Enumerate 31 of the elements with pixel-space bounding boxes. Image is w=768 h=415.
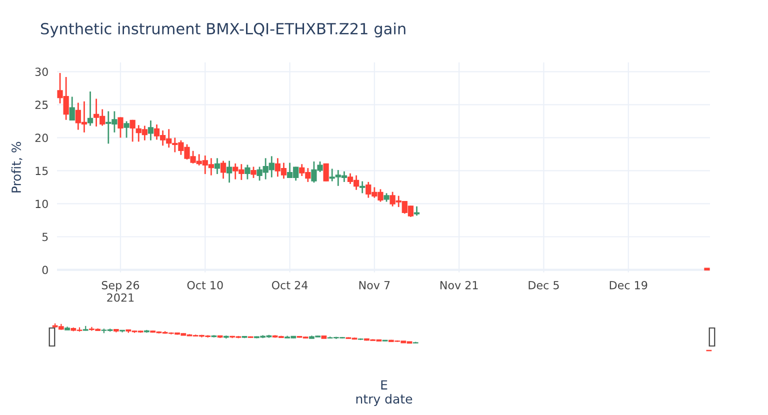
text: E ntry date (356, 380, 412, 406)
candlestick (323, 162, 329, 182)
candlestick (250, 166, 256, 179)
y-tick-label: 30 (35, 68, 48, 76)
candlestick (226, 160, 232, 184)
candlestick (130, 119, 136, 142)
x-tick-label: Oct 24 (272, 280, 308, 290)
candlestick (214, 157, 220, 175)
y-tick-label: 25 (35, 100, 48, 110)
x-tick-label: Dec 19 (610, 280, 648, 290)
candlestick (87, 90, 94, 127)
x-tick-label: Oct 10 (187, 280, 223, 290)
x-tick-label: Nov 7 (359, 281, 390, 290)
x-tick-label: Sep 26 2021 (102, 280, 140, 302)
y-tick-label: 20 (35, 134, 48, 142)
candlestick (148, 120, 154, 142)
candlestick (118, 116, 124, 138)
chart-title: Synthetic instrument BMX-LQI-ETHXBT.Z21 gain (41, 22, 406, 38)
y-tick-label: 10 (36, 200, 48, 208)
candlestick (360, 180, 366, 194)
x-tick-label: Nov 21 (440, 280, 478, 290)
x-tick-label: Dec 5 (528, 281, 559, 290)
candlestick (220, 160, 226, 180)
candlestick (414, 206, 420, 216)
y-axis-title: Profit, % (11, 142, 22, 192)
candlestick (244, 164, 250, 180)
y-tick-label: 5 (42, 232, 48, 242)
candlestick (69, 96, 75, 121)
y-tick-label: 0 (42, 266, 48, 274)
y-tick-label: 15 (36, 166, 48, 176)
candlestick (124, 120, 130, 138)
